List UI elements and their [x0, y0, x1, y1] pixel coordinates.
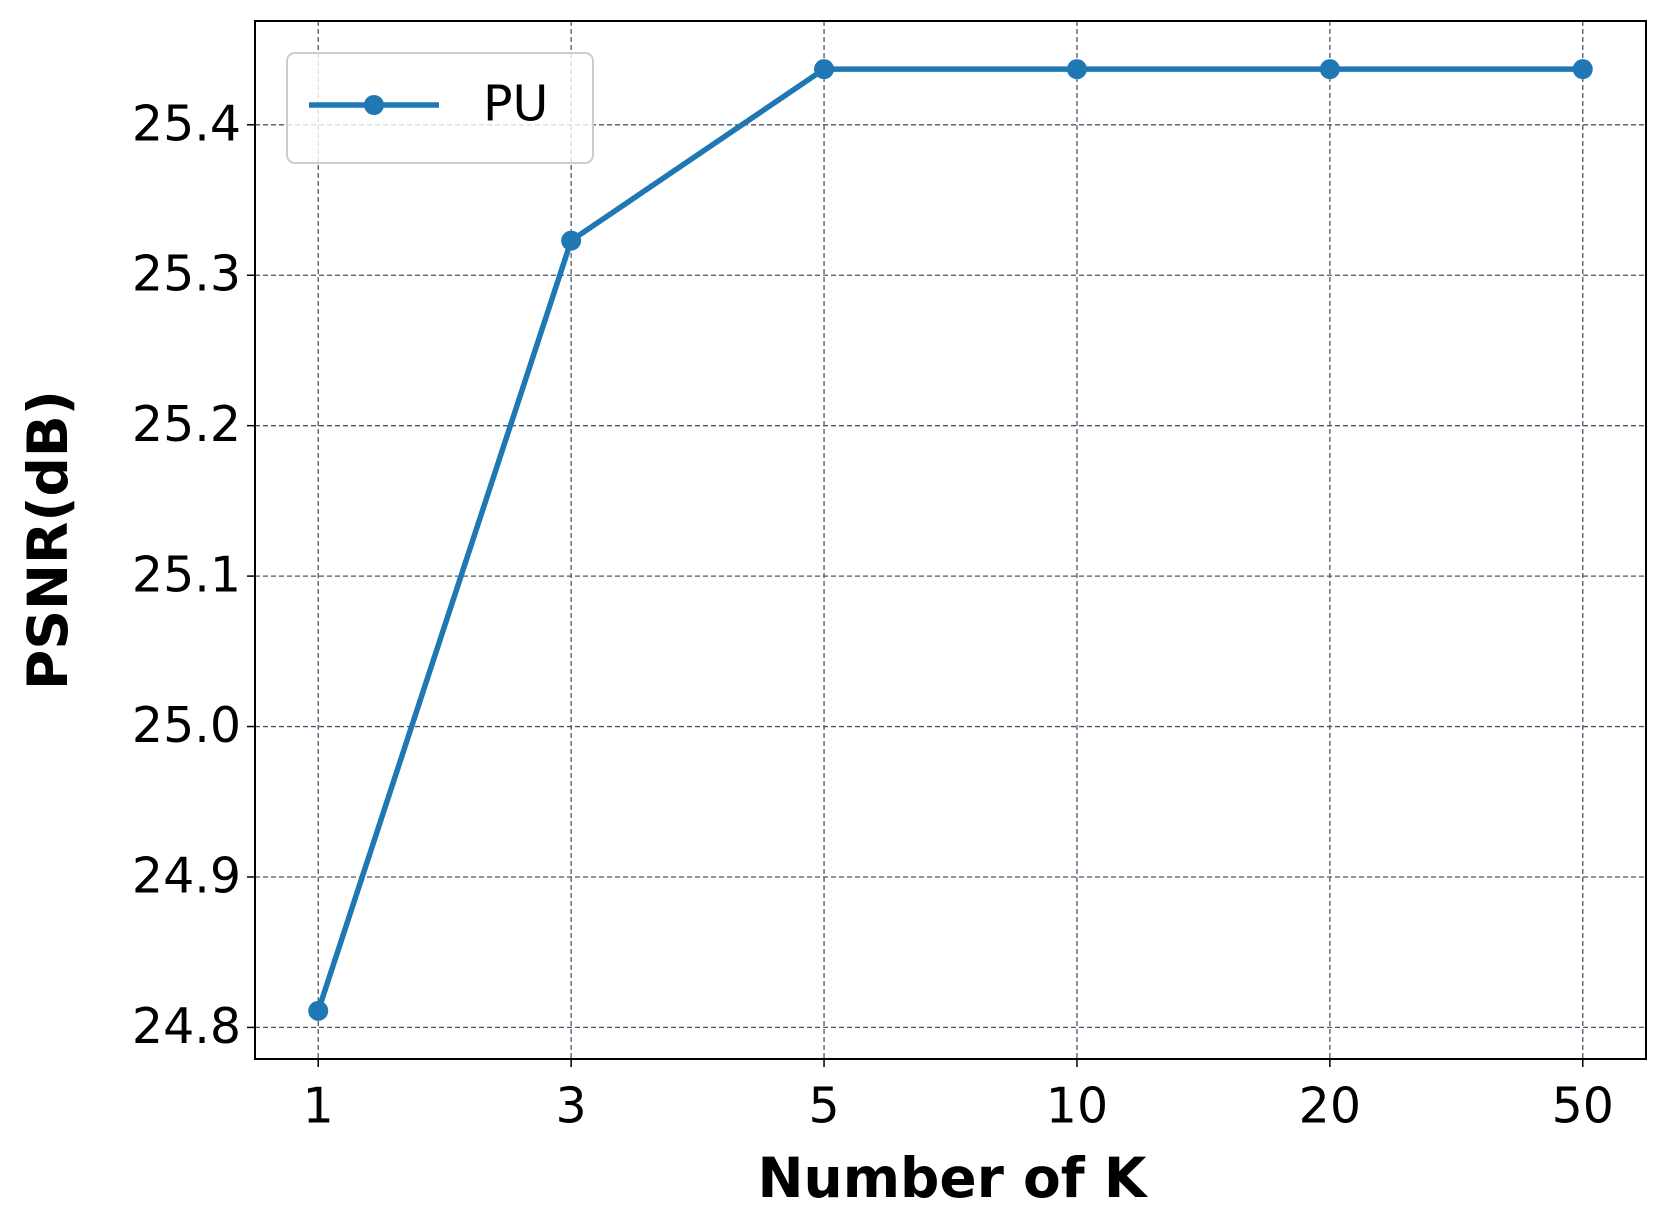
y-tick-label: 25.2 [132, 396, 241, 453]
legend-label: PU [483, 76, 548, 133]
y-tick-label: 25.1 [132, 547, 241, 604]
data-point [814, 59, 835, 80]
x-tick-label: 20 [1299, 1078, 1361, 1135]
data-point [561, 230, 582, 251]
series-line [315, 66, 1583, 1012]
plot-frame [254, 20, 1647, 1060]
y-axis-label: PSNR(dB) [16, 390, 80, 690]
y-tick-label: 25.3 [132, 246, 241, 303]
x-tick-label: 5 [808, 1078, 839, 1135]
x-tick-label: 1 [303, 1078, 334, 1135]
legend-box [286, 52, 594, 164]
y-tick-label: 25.0 [132, 697, 241, 754]
legend-marker [364, 95, 384, 115]
data-point [308, 1000, 329, 1021]
y-tick-label: 24.8 [132, 998, 241, 1055]
x-axis-label: Number of K [758, 1146, 1149, 1210]
data-point [1319, 59, 1340, 80]
legend: PU [286, 52, 594, 164]
data-point [1572, 59, 1593, 80]
y-tick-label: 24.9 [132, 847, 241, 904]
y-tick-label: 25.4 [132, 95, 241, 152]
x-tick-label: 10 [1046, 1078, 1108, 1135]
x-tick-label: 50 [1552, 1078, 1614, 1135]
x-tick-label: 3 [556, 1078, 587, 1135]
data-point [1066, 59, 1087, 80]
